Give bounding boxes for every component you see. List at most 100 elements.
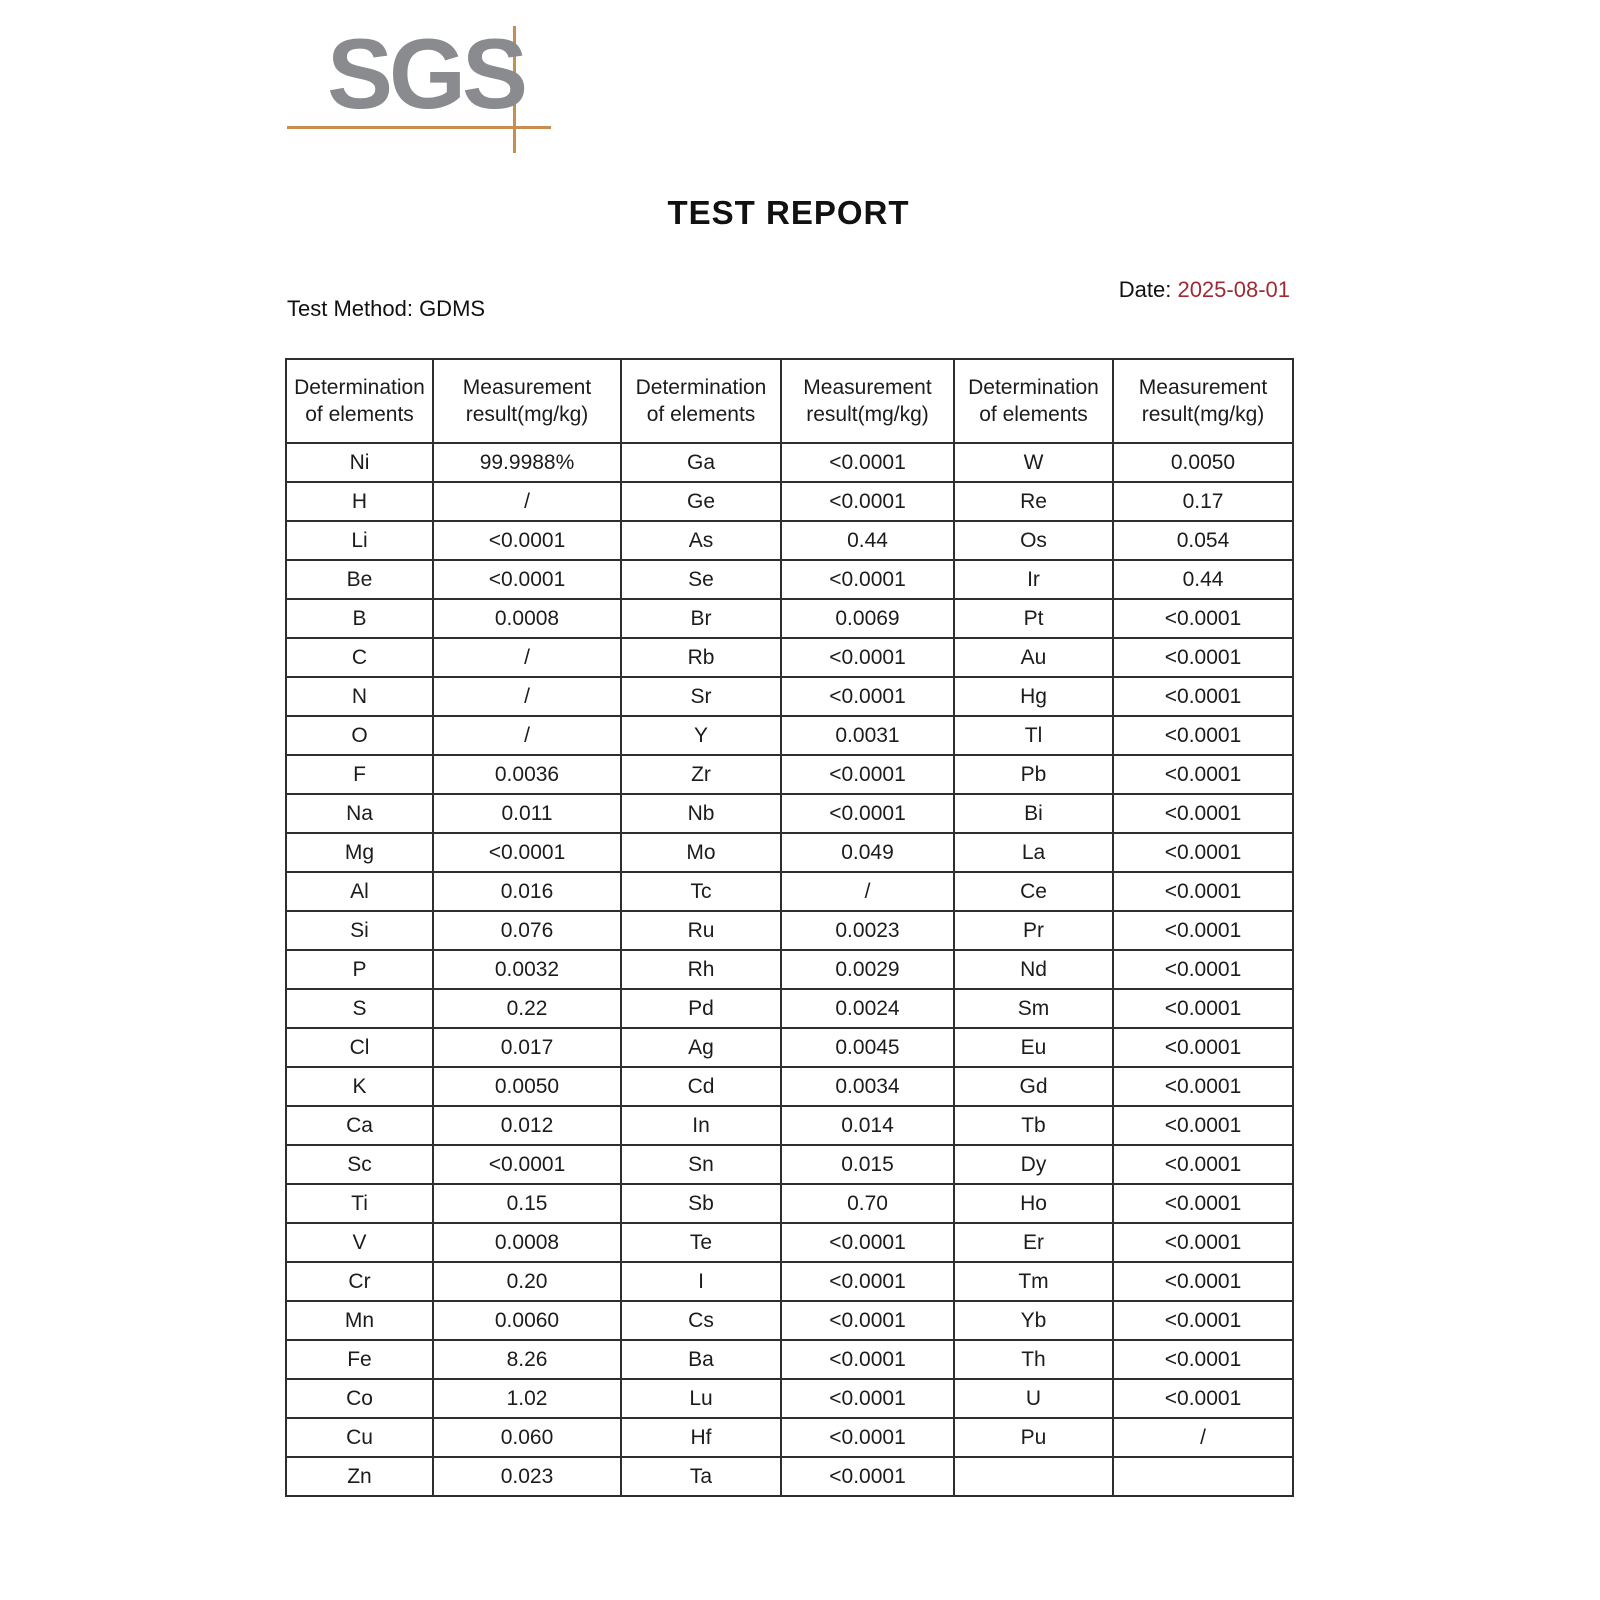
result-cell: 0.0050 [432,1066,622,1107]
element-cell: Cr [285,1261,434,1302]
result-cell: 8.26 [432,1339,622,1380]
result-cell: / [432,676,622,717]
result-cell: <0.0001 [1112,1183,1294,1224]
result-cell: 1.02 [432,1378,622,1419]
element-cell: W [953,442,1114,483]
table-row: Sc <0.0001 Sn 0.015 Dy <0.0001 [285,1144,1294,1185]
result-cell: 0.0034 [780,1066,955,1107]
results-table-header: Determination of elements Measurement re… [285,358,1294,444]
result-cell: <0.0001 [780,1456,955,1497]
element-cell: V [285,1222,434,1263]
result-cell: 0.17 [1112,481,1294,522]
header-measurement-1: Measurement result(mg/kg) [432,358,622,444]
result-cell: 0.023 [432,1456,622,1497]
table-row: C / Rb <0.0001 Au <0.0001 [285,637,1294,678]
table-row: Li <0.0001 As 0.44 Os 0.054 [285,520,1294,561]
result-cell: 0.049 [780,832,955,873]
table-row: B 0.0008 Br 0.0069 Pt <0.0001 [285,598,1294,639]
element-cell: Tb [953,1105,1114,1146]
result-cell: 0.15 [432,1183,622,1224]
logo-crosshair-vertical [513,26,516,153]
element-cell: Ni [285,442,434,483]
result-cell [1112,1456,1294,1497]
element-cell: Gd [953,1066,1114,1107]
element-cell: Sb [620,1183,782,1224]
table-row: Al 0.016 Tc / Ce <0.0001 [285,871,1294,912]
element-cell: Na [285,793,434,834]
result-cell: <0.0001 [432,832,622,873]
result-cell: <0.0001 [780,1417,955,1458]
table-row: Cu 0.060 Hf <0.0001 Pu / [285,1417,1294,1458]
table-row: Ca 0.012 In 0.014 Tb <0.0001 [285,1105,1294,1146]
result-cell: 0.076 [432,910,622,951]
element-cell: Se [620,559,782,600]
header-measurement-2: Measurement result(mg/kg) [780,358,955,444]
element-cell: F [285,754,434,795]
element-cell: Nb [620,793,782,834]
result-cell: / [1112,1417,1294,1458]
element-cell: Fe [285,1339,434,1380]
element-cell [953,1456,1114,1497]
element-cell: Ce [953,871,1114,912]
element-cell: Ta [620,1456,782,1497]
report-date: Date: 2025-08-01 [1119,277,1290,303]
result-cell: <0.0001 [1112,598,1294,639]
header-determination-2: Determination of elements [620,358,782,444]
table-row: O / Y 0.0031 Tl <0.0001 [285,715,1294,756]
element-cell: Ga [620,442,782,483]
result-cell: <0.0001 [780,1261,955,1302]
element-cell: B [285,598,434,639]
result-cell: 0.060 [432,1417,622,1458]
result-cell: 0.0008 [432,1222,622,1263]
element-cell: Rh [620,949,782,990]
result-cell: <0.0001 [1112,949,1294,990]
header-measurement-3: Measurement result(mg/kg) [1112,358,1294,444]
result-cell: <0.0001 [432,1144,622,1185]
element-cell: Pb [953,754,1114,795]
result-cell: <0.0001 [780,481,955,522]
result-cell: <0.0001 [780,1339,955,1380]
element-cell: Cd [620,1066,782,1107]
result-cell: <0.0001 [780,637,955,678]
result-cell: <0.0001 [780,676,955,717]
element-cell: Hg [953,676,1114,717]
table-row: Ni 99.9988% Ga <0.0001 W 0.0050 [285,442,1294,483]
result-cell: 0.016 [432,871,622,912]
element-cell: Os [953,520,1114,561]
result-cell: <0.0001 [1112,1261,1294,1302]
date-label: Date: [1118,277,1172,302]
result-cell: <0.0001 [1112,910,1294,951]
result-cell: <0.0001 [780,1378,955,1419]
table-row: Mg <0.0001 Mo 0.049 La <0.0001 [285,832,1294,873]
table-row: S 0.22 Pd 0.0024 Sm <0.0001 [285,988,1294,1029]
result-cell: <0.0001 [432,520,622,561]
element-cell: Ge [620,481,782,522]
element-cell: As [620,520,782,561]
element-cell: Sn [620,1144,782,1185]
result-cell: 0.0031 [780,715,955,756]
element-cell: I [620,1261,782,1302]
report-title: TEST REPORT [667,194,910,231]
table-row: H / Ge <0.0001 Re 0.17 [285,481,1294,522]
element-cell: Ru [620,910,782,951]
result-cell: <0.0001 [1112,754,1294,795]
date-value: 2025-08-01 [1177,277,1290,302]
element-cell: Sr [620,676,782,717]
result-cell: <0.0001 [1112,1339,1294,1380]
element-cell: H [285,481,434,522]
element-cell: Re [953,481,1114,522]
result-cell: <0.0001 [780,559,955,600]
result-cell: 0.017 [432,1027,622,1068]
element-cell: Lu [620,1378,782,1419]
result-cell: 0.0024 [780,988,955,1029]
table-row: Fe 8.26 Ba <0.0001 Th <0.0001 [285,1339,1294,1380]
logo-crosshair-horizontal [287,126,551,129]
table-row: Si 0.076 Ru 0.0023 Pr <0.0001 [285,910,1294,951]
table-row: F 0.0036 Zr <0.0001 Pb <0.0001 [285,754,1294,795]
result-cell: <0.0001 [1112,1222,1294,1263]
result-cell: <0.0001 [1112,1105,1294,1146]
element-cell: La [953,832,1114,873]
element-cell: Ti [285,1183,434,1224]
results-table-body: Ni 99.9988% Ga <0.0001 W 0.0050 H / Ge <0.0001 Re 0… [285,442,1294,1497]
